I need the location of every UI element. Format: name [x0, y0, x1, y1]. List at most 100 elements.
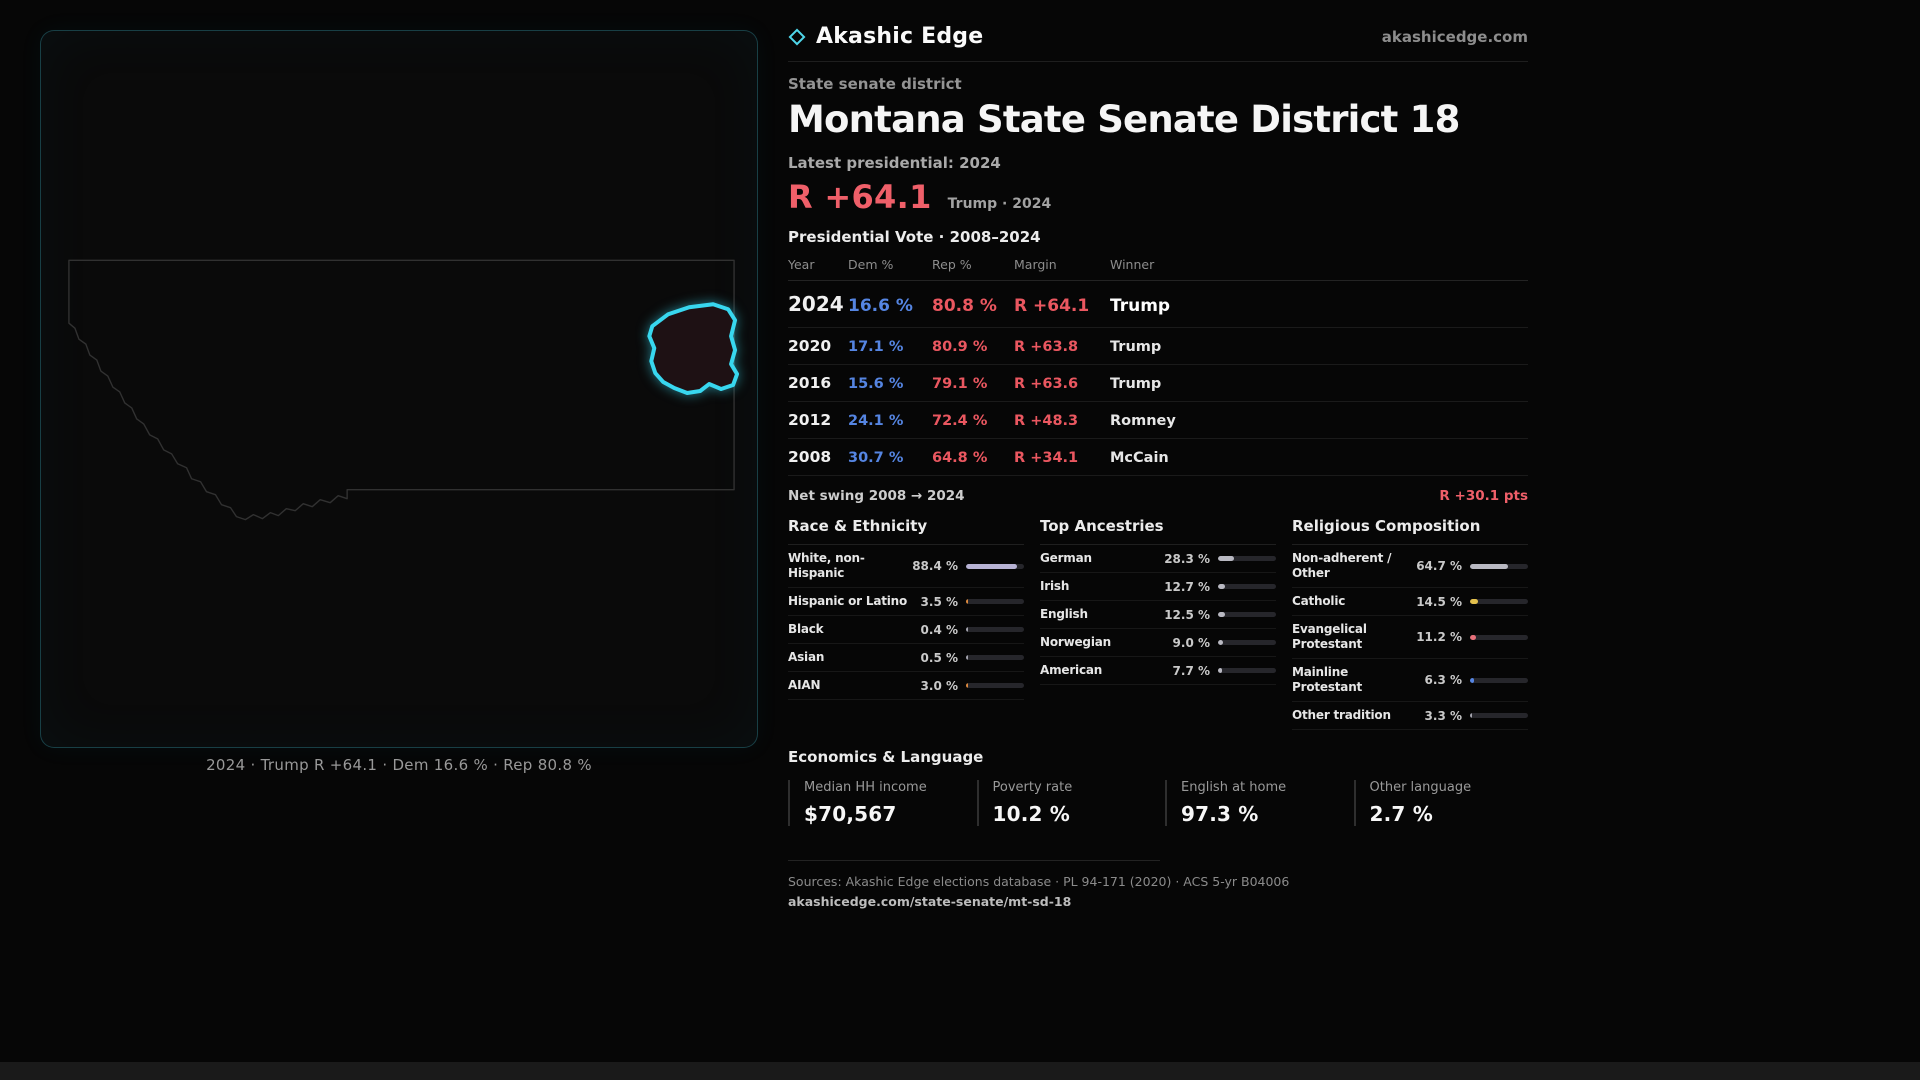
brand: Akashic Edge: [788, 24, 983, 49]
stat-value: $70,567: [804, 802, 897, 826]
stat-value: 10.2 %: [992, 802, 1071, 826]
demographic-label: AIAN: [788, 678, 821, 692]
footer-divider: [788, 860, 1160, 861]
demographic-label: Hispanic or Latino: [788, 594, 908, 608]
demographic-bar: [966, 563, 1024, 569]
demographic-label: White, non-Hispanic: [788, 551, 865, 580]
demographic-row: Asian 0.5 %: [788, 644, 1024, 672]
demographic-bar: [966, 627, 1024, 632]
vote-dem-share: 15.6 %: [848, 376, 904, 392]
demographic-label: Other tradition: [1292, 708, 1391, 722]
demographic-label: Evangelical Protestant: [1292, 622, 1367, 651]
vote-row-2024: 2024 16.6 % 80.8 % R +64.1 Trump: [788, 281, 1528, 328]
race-ethnicity-rows: White, non-Hispanic 88.4 % Hispanic or Lat…: [788, 545, 1024, 700]
vote-col-year: Year: [788, 257, 815, 272]
demographic-bar: [1218, 584, 1276, 589]
stat-block: Other language 2.7 %: [1353, 780, 1529, 826]
demographic-bar-fill: [1470, 677, 1474, 683]
demographic-label: Norwegian: [1040, 635, 1111, 649]
race-ethnicity-group: Race & Ethnicity White, non-Hispanic 88.4…: [788, 517, 1024, 700]
demographic-bar: [1470, 713, 1528, 718]
demographic-bar-fill: [966, 599, 969, 604]
stat-value: 2.7 %: [1369, 802, 1433, 826]
demographic-bar: [966, 599, 1024, 604]
demographic-bar-fill: [966, 683, 968, 688]
race-ethnicity-title: Race & Ethnicity: [788, 517, 1024, 545]
stat-label: Other language: [1369, 780, 1472, 795]
net-swing-row: Net swing 2008 → 2024 R +30.1 pts: [788, 476, 1528, 504]
stat-label: Poverty rate: [992, 780, 1073, 795]
demographic-row: Other tradition 3.3 %: [1292, 702, 1528, 730]
demographic-value: 0.4 %: [920, 622, 958, 637]
site-link[interactable]: akashicedge.com: [1381, 27, 1528, 46]
vote-col-rep: Rep %: [932, 257, 972, 272]
footer: Sources: Akashic Edge elections database…: [788, 860, 1528, 909]
religious-composition-title: Religious Composition: [1292, 517, 1528, 545]
district-map-panel: [40, 30, 758, 748]
vote-row-2016: 2016 15.6 % 79.1 % R +63.6 Trump: [788, 365, 1528, 402]
vote-winner: Trump: [1110, 296, 1171, 316]
demographic-bar: [1218, 640, 1276, 645]
demographic-row: Non-adherent / Other 64.7 %: [1292, 545, 1528, 588]
vote-rep-share: 80.9 %: [932, 339, 988, 355]
demographic-label: English: [1040, 607, 1088, 621]
vote-row-2012: 2012 24.1 % 72.4 % R +48.3 Romney: [788, 402, 1528, 439]
demographic-row: English 12.5 %: [1040, 601, 1276, 629]
brand-name: Akashic Edge: [816, 24, 984, 49]
demographic-row: White, non-Hispanic 88.4 %: [788, 545, 1024, 588]
demographic-bar-fill: [1218, 556, 1235, 561]
demographic-value: 3.0 %: [920, 678, 958, 693]
district-shape[interactable]: [647, 302, 740, 395]
demographic-bar: [1218, 612, 1276, 617]
demographic-bar-fill: [966, 655, 968, 660]
demographic-label: American: [1040, 663, 1103, 677]
footer-permalink[interactable]: akashicedge.com/state-senate/mt-sd-18: [788, 894, 1072, 909]
demographic-value: 3.5 %: [920, 594, 958, 609]
demographic-value: 12.7 %: [1164, 579, 1210, 594]
net-swing-value: R +30.1 pts: [1439, 488, 1528, 504]
vote-year: 2020: [788, 337, 832, 355]
stat-label: Median HH income: [804, 780, 927, 795]
demographic-label: Mainline Protestant: [1292, 665, 1363, 694]
demographic-value: 0.5 %: [920, 650, 958, 665]
demographic-row: Evangelical Protestant 11.2 %: [1292, 616, 1528, 659]
headline-margin-row: R +64.1 Trump · 2024: [788, 178, 1528, 216]
demographic-bar-fill: [1470, 713, 1472, 718]
demographics-section: Race & Ethnicity White, non-Hispanic 88.4…: [788, 517, 1528, 730]
header: Akashic Edge akashicedge.com: [788, 24, 1528, 62]
religious-composition-rows: Non-adherent / Other 64.7 % Catholic 14.5 %…: [1292, 545, 1528, 730]
demographic-row: Norwegian 9.0 %: [1040, 629, 1276, 657]
vote-table-body: 2024 16.6 % 80.8 % R +64.1 Trump 2020 17.1 % 80…: [788, 281, 1528, 476]
demographic-bar: [966, 683, 1024, 688]
vote-winner: McCain: [1110, 450, 1169, 466]
vote-dem-share: 16.6 %: [848, 296, 913, 316]
vote-col-winner: Winner: [1110, 257, 1155, 272]
vote-rep-share: 79.1 %: [932, 376, 988, 392]
top-ancestries-group: Top Ancestries German 28.3 % Irish 12.7 % En…: [1040, 517, 1276, 685]
vote-rep-share: 80.8 %: [932, 296, 997, 316]
stat-value: 97.3 %: [1181, 802, 1259, 826]
district-report: Akashic Edge akashicedge.com State senat…: [788, 24, 1528, 909]
demographic-value: 14.5 %: [1416, 594, 1462, 609]
demographic-bar-fill: [1218, 668, 1223, 673]
demographic-label: Asian: [788, 650, 825, 664]
demographic-bar-fill: [966, 563, 1018, 569]
bottom-bar: [0, 1062, 1920, 1080]
headline-margin-context: Trump · 2024: [947, 196, 1052, 212]
vote-dem-share: 24.1 %: [848, 413, 904, 429]
demographic-bar: [1470, 677, 1528, 683]
demographic-label: Catholic: [1292, 594, 1346, 608]
stat-label: English at home: [1181, 780, 1287, 795]
vote-dem-share: 30.7 %: [848, 450, 904, 466]
map-caption: 2024 · Trump R +64.1 · Dem 16.6 % · Rep …: [206, 756, 592, 774]
vote-table-header: Year Dem % Rep % Margin Winner: [788, 257, 1528, 281]
religious-composition-group: Religious Composition Non-adherent / Oth…: [1292, 517, 1528, 730]
vote-year: 2024: [788, 292, 844, 316]
demographic-bar-fill: [1470, 563, 1508, 569]
vote-year: 2008: [788, 448, 832, 466]
page-kicker: State senate district: [788, 75, 962, 93]
stat-block: Median HH income $70,567: [788, 780, 963, 826]
demographic-value: 9.0 %: [1172, 635, 1210, 650]
vote-dem-share: 17.1 %: [848, 339, 904, 355]
vote-rep-share: 72.4 %: [932, 413, 988, 429]
